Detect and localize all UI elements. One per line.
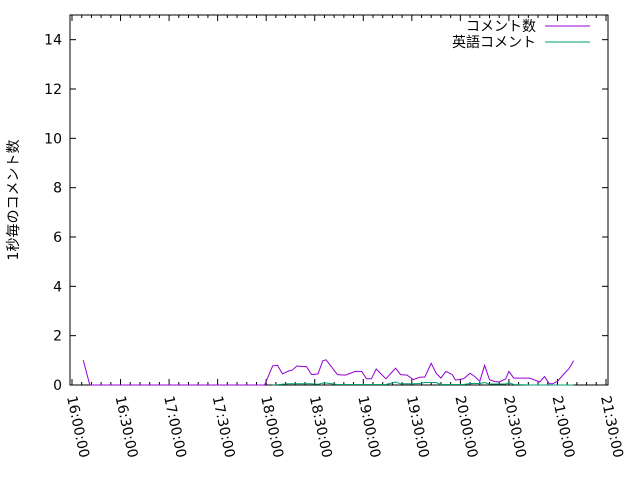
x-tick-label: 21:30:00 [597, 395, 626, 460]
y-tick-label: 0 [53, 378, 62, 394]
series-line-1 [82, 359, 575, 386]
legend-label: 英語コメント [452, 34, 536, 51]
y-tick-label: 4 [53, 279, 62, 295]
x-tick-label: 17:00:00 [160, 395, 189, 460]
x-tick-label: 19:30:00 [403, 395, 432, 460]
y-tick-label: 10 [44, 131, 62, 147]
series-line-2 [272, 381, 574, 386]
x-tick-label: 17:30:00 [209, 395, 238, 460]
y-tick-label: 12 [44, 82, 62, 98]
x-tick-label: 21:00:00 [549, 395, 578, 460]
x-tick-label: 20:30:00 [500, 395, 529, 460]
legend-label: コメント数 [466, 19, 536, 35]
plot-area [82, 359, 575, 386]
axes: 0 2 4 6 8 10 12 14 16:00:00 16:30:00 17:00:00 17:30… [44, 14, 626, 460]
x-tick-label: 16:30:00 [112, 395, 141, 460]
y-tick-label: 8 [53, 181, 62, 197]
x-tick-label: 16:00:00 [63, 395, 92, 460]
plot-border [69, 14, 609, 386]
y-axis-label: 1秒毎のコメント数 [6, 140, 22, 261]
y-tick-label: 2 [53, 329, 62, 345]
x-tick-label: 18:30:00 [306, 395, 335, 460]
x-tick-label: 20:00:00 [451, 395, 480, 460]
y-tick-label: 14 [44, 33, 62, 49]
y-tick-label: 6 [53, 230, 62, 246]
x-tick-label: 18:00:00 [257, 395, 286, 460]
x-tick-label: 19:00:00 [354, 395, 383, 460]
